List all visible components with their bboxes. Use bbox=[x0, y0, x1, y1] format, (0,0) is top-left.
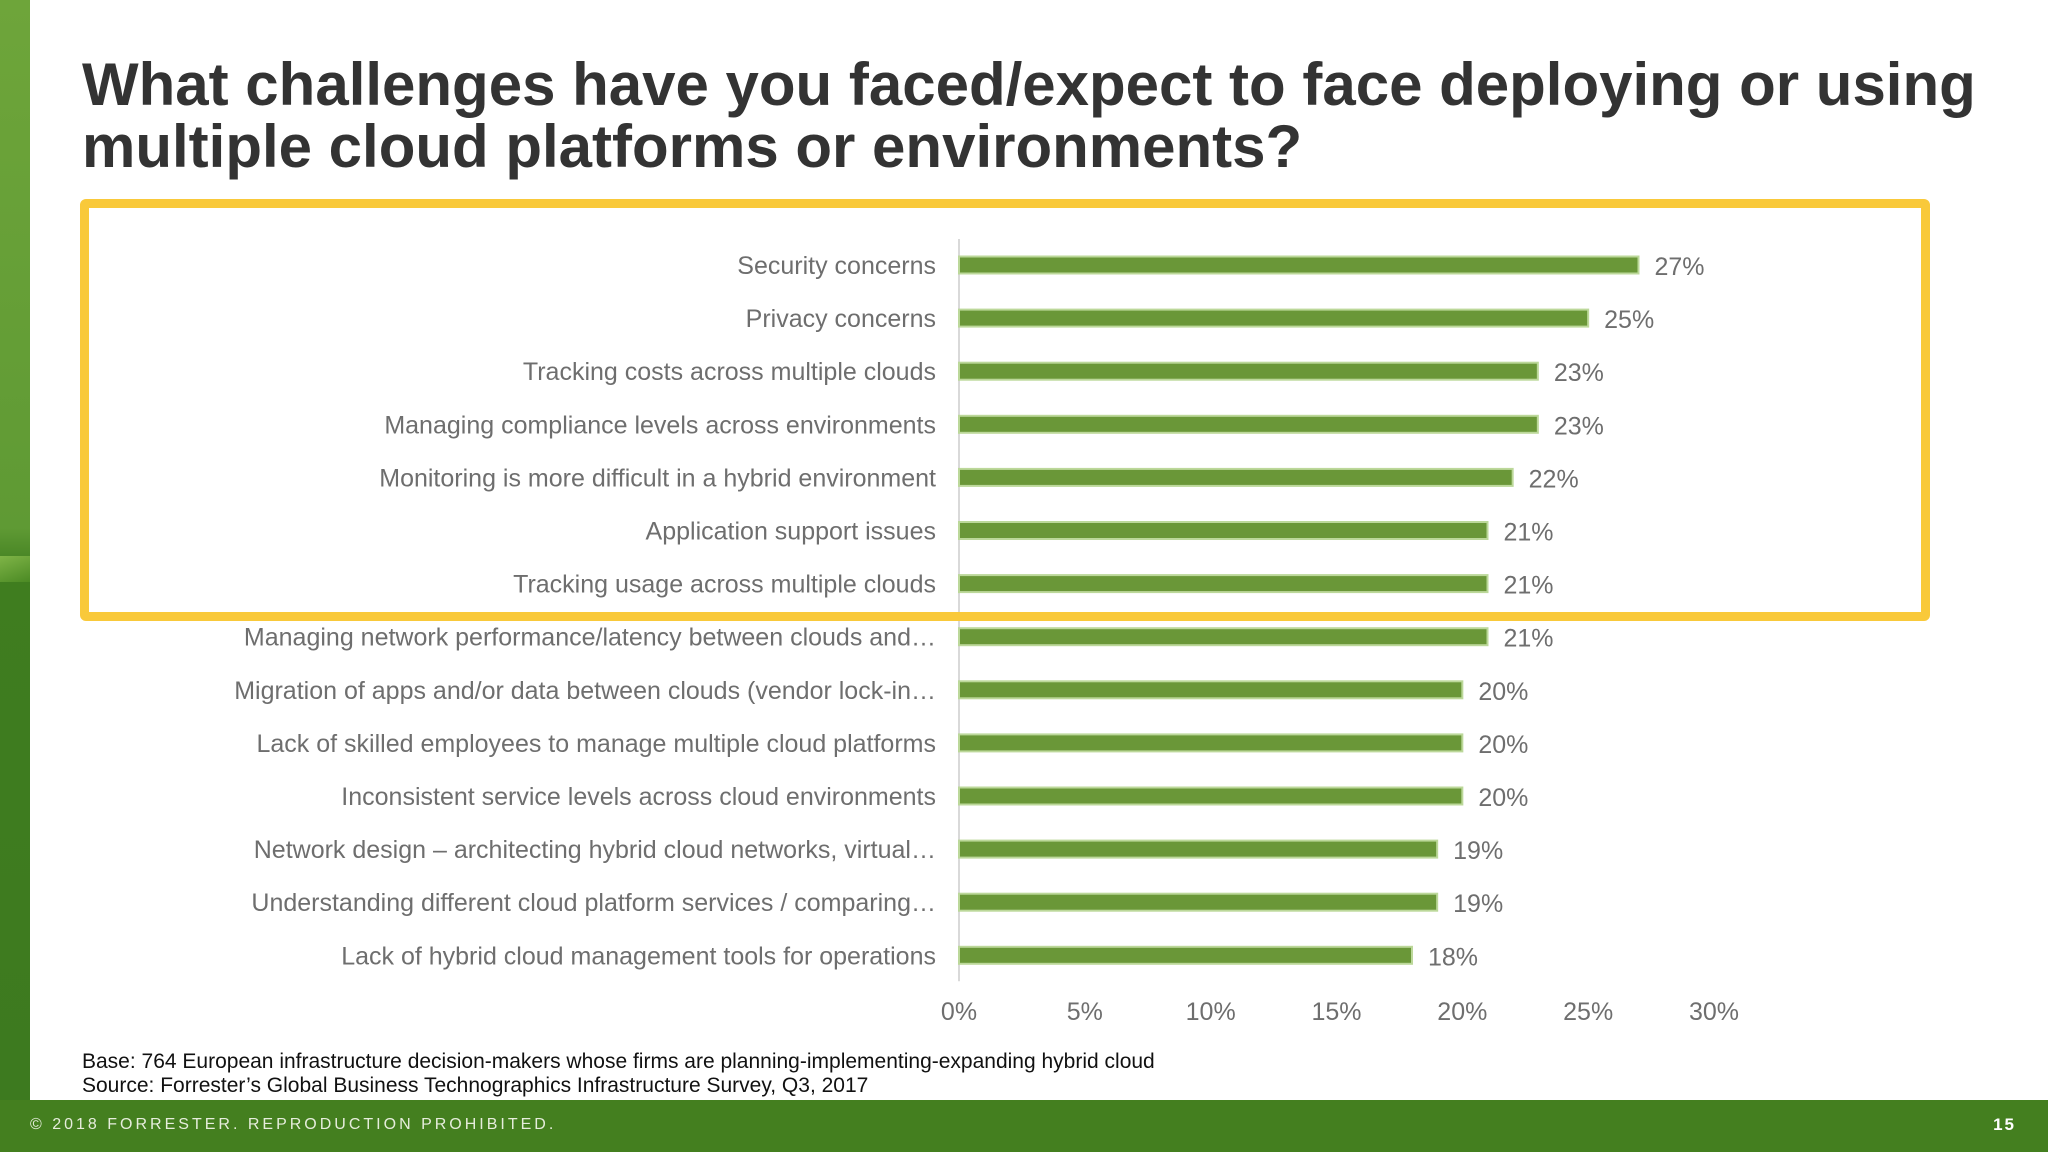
category-label: Managing compliance levels across enviro… bbox=[384, 411, 936, 439]
notes: Base: 764 European infrastructure decisi… bbox=[82, 1050, 1155, 1098]
bar bbox=[958, 786, 1464, 806]
category-label: Lack of skilled employees to manage mult… bbox=[256, 730, 936, 758]
x-tick-label: 25% bbox=[1563, 998, 1613, 1026]
category-label: Application support issues bbox=[646, 518, 936, 546]
data-label: 19% bbox=[1453, 890, 1503, 918]
category-label: Migration of apps and/or data between cl… bbox=[234, 677, 936, 705]
x-tick-label: 0% bbox=[941, 998, 977, 1026]
category-label: Security concerns bbox=[737, 252, 936, 280]
footer-bar: © 2018 FORRESTER. REPRODUCTION PROHIBITE… bbox=[0, 1100, 2048, 1152]
base-note: Base: 764 European infrastructure decisi… bbox=[82, 1050, 1155, 1073]
bar bbox=[958, 574, 1489, 594]
data-label: 20% bbox=[1478, 731, 1528, 759]
bar bbox=[958, 733, 1464, 753]
bar bbox=[958, 521, 1489, 540]
bar bbox=[958, 839, 1439, 859]
category-label: Privacy concerns bbox=[746, 305, 936, 333]
data-label: 23% bbox=[1554, 412, 1604, 440]
category-label: Inconsistent service levels across cloud… bbox=[341, 783, 936, 811]
data-label: 27% bbox=[1655, 253, 1705, 281]
x-tick-label: 20% bbox=[1437, 998, 1487, 1026]
data-label: 19% bbox=[1453, 837, 1503, 865]
page-number: 15 bbox=[1993, 1115, 2016, 1134]
footer-copyright: © 2018 FORRESTER. REPRODUCTION PROHIBITE… bbox=[30, 1116, 557, 1133]
data-label: 21% bbox=[1504, 572, 1554, 600]
bar bbox=[958, 467, 1514, 487]
bar bbox=[958, 361, 1539, 381]
bar bbox=[958, 255, 1640, 275]
source-note: Source: Forrester’s Global Business Tech… bbox=[82, 1074, 869, 1097]
x-tick-label: 10% bbox=[1186, 998, 1236, 1026]
category-label: Understanding different cloud platform s… bbox=[251, 889, 936, 917]
bar bbox=[958, 308, 1590, 328]
data-label: 20% bbox=[1478, 678, 1528, 706]
bar bbox=[958, 414, 1539, 434]
x-tick-label: 30% bbox=[1689, 998, 1739, 1026]
x-tick-label: 5% bbox=[1067, 998, 1103, 1026]
bar bbox=[958, 892, 1439, 912]
category-label: Tracking usage across multiple clouds bbox=[513, 571, 936, 599]
data-label: 20% bbox=[1478, 784, 1528, 812]
category-label: Managing network performance/latency bet… bbox=[244, 624, 936, 652]
data-label: 22% bbox=[1529, 465, 1579, 493]
left-accent-strip bbox=[0, 0, 30, 1100]
bar-chart: Security concerns 27% Privacy concerns 25% T… bbox=[234, 239, 1739, 1026]
data-label: 23% bbox=[1554, 359, 1604, 387]
left-accent-fold bbox=[0, 556, 30, 582]
bar bbox=[958, 945, 1413, 965]
slide-title: What challenges have you faced/expect to… bbox=[82, 51, 1976, 180]
category-label: Lack of hybrid cloud management tools fo… bbox=[341, 942, 936, 970]
bar bbox=[958, 627, 1489, 647]
x-tick-label: 15% bbox=[1311, 998, 1361, 1026]
bar bbox=[958, 680, 1464, 700]
data-label: 25% bbox=[1604, 306, 1654, 334]
highlight-box bbox=[80, 199, 1930, 621]
data-label: 18% bbox=[1428, 943, 1478, 971]
category-label: Tracking costs across multiple clouds bbox=[523, 358, 936, 386]
category-label: Network design – architecting hybrid clo… bbox=[254, 836, 936, 864]
data-label: 21% bbox=[1504, 625, 1554, 653]
category-label: Monitoring is more difficult in a hybrid… bbox=[379, 464, 936, 492]
data-label: 21% bbox=[1504, 519, 1554, 547]
